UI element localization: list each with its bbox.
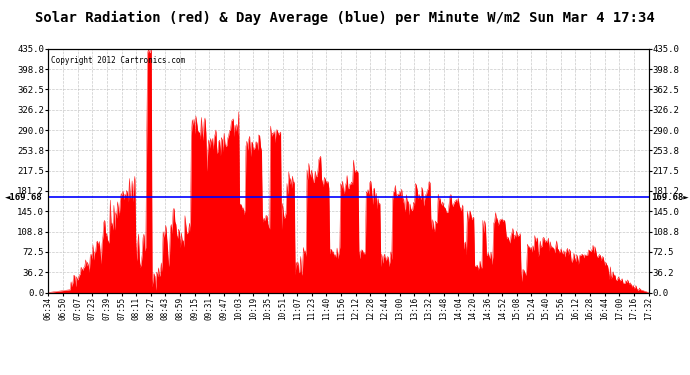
Text: Copyright 2012 Cartronics.com: Copyright 2012 Cartronics.com <box>51 56 186 65</box>
Text: Solar Radiation (red) & Day Average (blue) per Minute W/m2 Sun Mar 4 17:34: Solar Radiation (red) & Day Average (blu… <box>35 11 655 26</box>
Text: 169.68►: 169.68► <box>651 193 689 202</box>
Text: ◄169.68: ◄169.68 <box>5 193 43 202</box>
